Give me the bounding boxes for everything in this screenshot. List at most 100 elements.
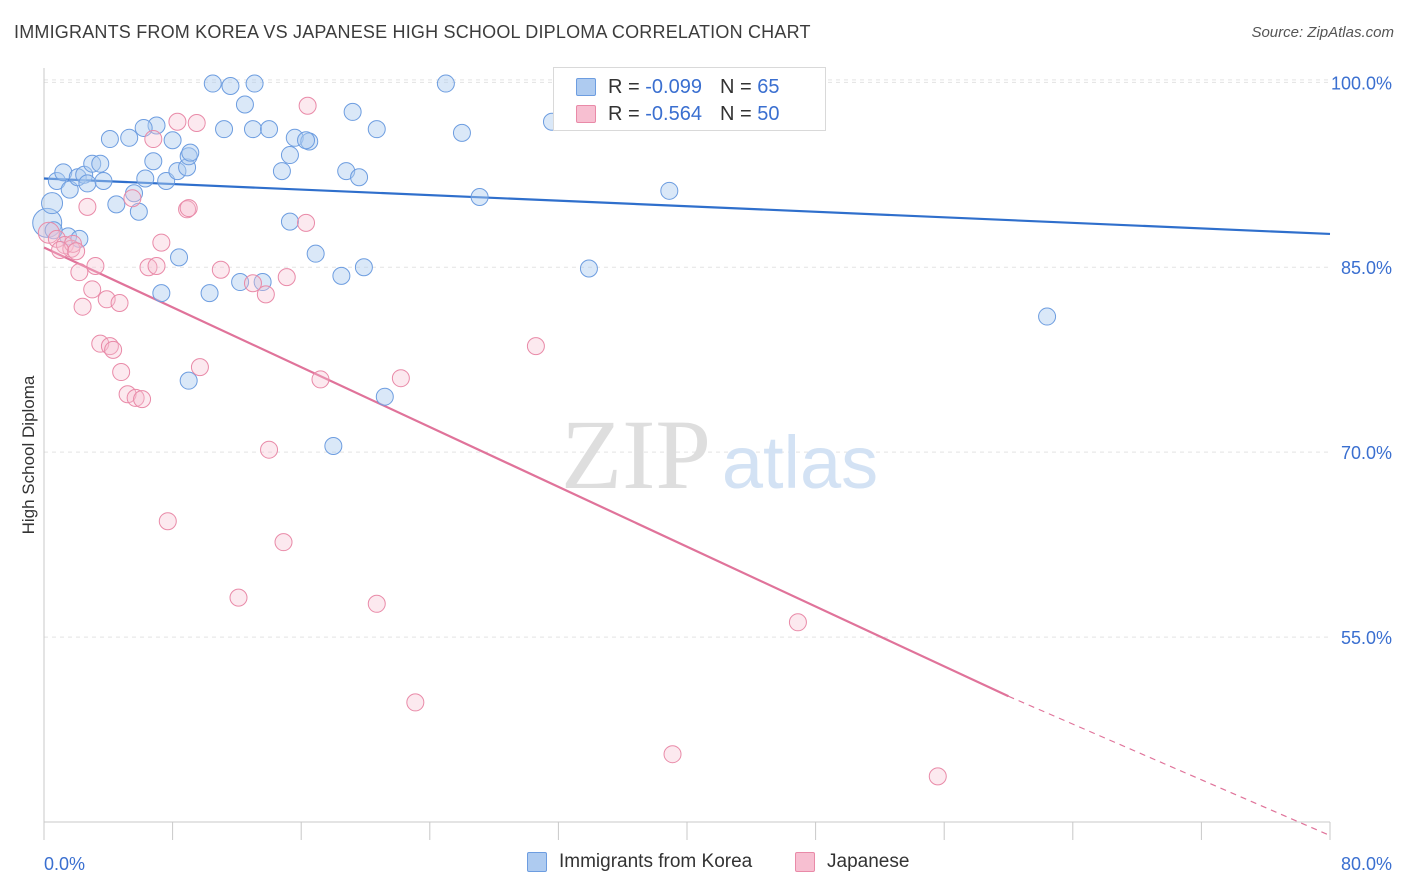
point-korea	[94, 171, 113, 190]
point-japanese	[928, 767, 947, 786]
point-korea	[260, 120, 279, 139]
point-japanese	[391, 369, 410, 388]
point-korea	[324, 437, 343, 455]
point-japanese	[788, 613, 807, 632]
point-korea	[280, 146, 299, 165]
trend-lines	[43, 177, 1331, 837]
legend-row-japanese: R = -0.564 N = 50	[576, 101, 779, 127]
point-korea	[54, 163, 73, 182]
chart-title: IMMIGRANTS FROM KOREA VS JAPANESE HIGH S…	[14, 22, 811, 42]
legend-n-label: N =	[719, 75, 752, 98]
gridlines	[44, 79, 1330, 638]
point-korea	[181, 143, 200, 162]
point-japanese	[190, 358, 209, 377]
point-japanese	[133, 390, 152, 409]
legend-n-label: N =	[719, 102, 752, 125]
legend-item-korea[interactable]: Immigrants from Korea	[527, 851, 752, 873]
point-japanese	[86, 257, 105, 276]
point-korea	[231, 273, 250, 292]
point-japanese	[126, 388, 145, 407]
point-japanese	[147, 257, 166, 276]
point-japanese	[187, 114, 206, 133]
point-japanese	[70, 263, 89, 282]
y-tick-label: 70.0%	[1341, 443, 1392, 463]
point-korea	[280, 212, 299, 231]
source-credit: Source: ZipAtlas.com	[1251, 24, 1394, 41]
point-korea	[221, 77, 240, 96]
point-korea	[306, 244, 325, 263]
watermark-atlas: atlas	[722, 421, 878, 504]
point-korea	[285, 128, 304, 147]
point-japanese	[277, 268, 296, 287]
point-japanese	[67, 242, 86, 261]
point-japanese	[83, 280, 102, 299]
point-korea	[136, 169, 155, 188]
legend-r-label: R =	[608, 102, 640, 125]
y-tick-label: 100.0%	[1331, 73, 1392, 93]
legend-swatch-korea	[527, 852, 547, 872]
trend-line-korea	[43, 177, 1331, 236]
y-tick-label: 55.0%	[1341, 628, 1392, 648]
point-korea	[436, 74, 455, 93]
point-japanese	[144, 130, 163, 149]
point-korea	[350, 168, 369, 187]
point-japanese	[152, 233, 171, 252]
point-japanese	[243, 274, 262, 293]
watermark: ZIP atlas	[561, 399, 878, 510]
point-japanese	[260, 440, 279, 459]
stats-legend: R = -0.099 N = 65 R = -0.564 N = 50	[553, 67, 826, 131]
point-japanese	[104, 340, 123, 359]
point-korea	[163, 131, 182, 150]
point-japanese	[297, 213, 316, 232]
data-points	[32, 74, 1057, 786]
point-japanese	[110, 293, 129, 312]
legend-swatch-japanese	[576, 105, 596, 123]
point-japanese	[78, 197, 97, 216]
point-korea	[78, 174, 97, 193]
point-korea	[32, 207, 63, 238]
point-korea	[91, 154, 110, 173]
point-japanese	[311, 370, 330, 389]
legend-swatch-japanese	[795, 852, 815, 872]
point-korea	[215, 120, 234, 139]
point-korea	[245, 74, 264, 93]
trend-line-japanese	[43, 246, 1009, 698]
legend-item-japanese[interactable]: Japanese	[795, 851, 909, 873]
point-korea	[470, 187, 489, 206]
point-korea	[579, 259, 598, 278]
point-japanese	[367, 594, 386, 613]
point-japanese	[211, 260, 230, 279]
legend-row-korea: R = -0.099 N = 65	[576, 74, 779, 100]
point-japanese	[526, 337, 545, 356]
point-japanese	[663, 745, 682, 764]
tick-labels: 55.0% 70.0% 85.0% 100.0% 0.0% 80.0%	[44, 73, 1392, 874]
point-korea	[178, 158, 197, 177]
point-korea	[1038, 307, 1057, 326]
legend-label-japanese: Japanese	[827, 851, 910, 872]
point-korea	[375, 387, 394, 406]
point-korea	[200, 284, 219, 303]
point-korea	[170, 248, 189, 267]
point-korea	[367, 120, 386, 139]
point-korea	[235, 95, 254, 114]
point-japanese	[73, 297, 92, 316]
series-legend: Immigrants from Korea Japanese	[0, 851, 1406, 877]
point-japanese	[37, 221, 60, 244]
point-japanese	[123, 189, 142, 208]
x-tick-label: 0.0%	[44, 854, 85, 874]
legend-swatch-korea	[576, 78, 596, 96]
point-japanese	[274, 533, 293, 552]
legend-label-korea: Immigrants from Korea	[559, 851, 753, 872]
point-japanese	[298, 96, 317, 115]
axes	[43, 68, 1331, 840]
point-japanese	[168, 112, 187, 131]
point-korea	[41, 192, 64, 215]
point-korea	[354, 258, 373, 277]
point-korea	[179, 371, 198, 390]
point-korea	[272, 162, 291, 181]
x-tick-label: 80.0%	[1341, 854, 1392, 874]
legend-n-value: 50	[757, 102, 780, 125]
point-japanese	[256, 285, 275, 304]
point-korea	[452, 123, 471, 142]
